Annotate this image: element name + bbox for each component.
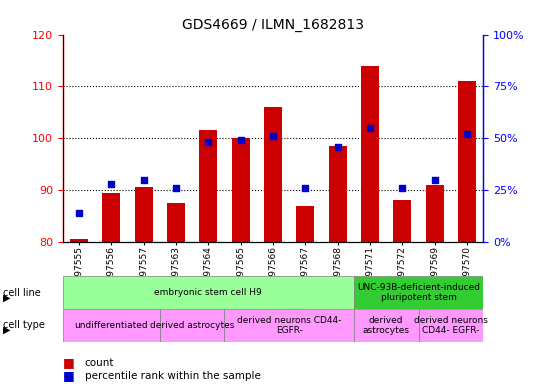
Bar — [199, 131, 217, 242]
Bar — [361, 66, 379, 242]
Bar — [458, 81, 476, 242]
Bar — [394, 200, 411, 242]
Bar — [232, 138, 250, 242]
Point — [107, 181, 116, 187]
Bar — [426, 185, 443, 242]
Text: derived neurons
CD44- EGFR-: derived neurons CD44- EGFR- — [414, 316, 488, 335]
Text: ■: ■ — [63, 369, 79, 382]
Text: derived
astrocytes: derived astrocytes — [363, 316, 410, 335]
Point — [236, 137, 245, 143]
Text: embryonic stem cell H9: embryonic stem cell H9 — [155, 288, 262, 297]
Bar — [224, 309, 354, 342]
Text: cell type: cell type — [3, 320, 45, 331]
Bar — [354, 276, 483, 309]
Bar — [167, 203, 185, 242]
Bar — [63, 276, 354, 309]
Point — [139, 177, 148, 183]
Point — [301, 185, 310, 191]
Point — [430, 177, 439, 183]
Bar — [264, 107, 282, 242]
Text: ■: ■ — [63, 356, 79, 369]
Bar — [419, 309, 483, 342]
Bar — [296, 206, 314, 242]
Text: UNC-93B-deficient-induced
pluripotent stem: UNC-93B-deficient-induced pluripotent st… — [357, 283, 480, 303]
Bar — [160, 309, 224, 342]
Text: derived neurons CD44-
EGFR-: derived neurons CD44- EGFR- — [237, 316, 341, 335]
Point — [462, 131, 471, 137]
Point — [333, 144, 342, 150]
Text: undifferentiated: undifferentiated — [74, 321, 148, 330]
Text: cell line: cell line — [3, 288, 40, 298]
Bar — [63, 309, 160, 342]
Point — [398, 185, 407, 191]
Bar — [70, 239, 88, 242]
Point — [75, 210, 84, 216]
Text: percentile rank within the sample: percentile rank within the sample — [85, 371, 260, 381]
Point — [366, 125, 375, 131]
Text: ▶: ▶ — [3, 292, 10, 303]
Bar — [329, 146, 347, 242]
Point — [171, 185, 180, 191]
Bar — [354, 309, 419, 342]
Bar — [103, 193, 120, 242]
Bar — [135, 187, 152, 242]
Text: count: count — [85, 358, 114, 368]
Text: derived astrocytes: derived astrocytes — [150, 321, 234, 330]
Point — [269, 133, 277, 139]
Point — [204, 139, 213, 146]
Text: ▶: ▶ — [3, 325, 10, 335]
Title: GDS4669 / ILMN_1682813: GDS4669 / ILMN_1682813 — [182, 18, 364, 32]
